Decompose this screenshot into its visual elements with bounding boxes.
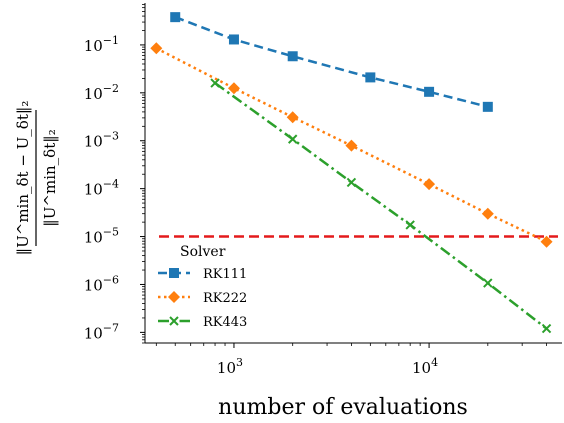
data-point-rk443 bbox=[405, 220, 415, 230]
data-point-rk111 bbox=[228, 34, 239, 45]
y-tick-label: 10−1 bbox=[84, 34, 119, 55]
series-rk222 bbox=[150, 42, 553, 248]
legend-title: Solver bbox=[180, 244, 226, 260]
data-point-rk111 bbox=[170, 12, 181, 23]
data-point-rk111 bbox=[424, 86, 435, 97]
series-rk443 bbox=[210, 78, 552, 334]
data-point-rk222 bbox=[150, 42, 163, 55]
plot-area: 10−1 10−2 10−3 10−4 10−5 10−6 10−7 103 104 Solver… bbox=[84, 3, 562, 377]
data-point-rk443 bbox=[287, 134, 298, 144]
legend-label: RK222 bbox=[203, 291, 247, 306]
y-label-numerator: ‖U^min_δt − U_δt‖₂ bbox=[14, 101, 32, 256]
data-point-rk111 bbox=[365, 72, 376, 83]
y-tick-label: 10−5 bbox=[84, 226, 119, 247]
x-tick-label: 104 bbox=[412, 356, 438, 377]
y-tick-label: 10−3 bbox=[84, 130, 119, 151]
y-tick-label: 10−2 bbox=[84, 82, 119, 103]
data-point-rk222 bbox=[227, 82, 240, 95]
y-label-denominator: ‖U^min_δt‖₂ bbox=[41, 129, 59, 226]
x-axis-label: number of evaluations bbox=[218, 395, 468, 420]
legend-marker bbox=[169, 316, 179, 326]
series-line-rk443 bbox=[214, 82, 548, 330]
legend-label: RK111 bbox=[203, 267, 247, 282]
data-point-rk111 bbox=[287, 51, 298, 62]
data-point-rk222 bbox=[481, 207, 494, 220]
data-point-rk443 bbox=[346, 177, 357, 188]
x-tick-label: 103 bbox=[217, 356, 243, 377]
y-tick-label: 10−7 bbox=[84, 321, 119, 342]
legend-marker bbox=[168, 291, 180, 303]
y-tick-label: 10−6 bbox=[84, 273, 119, 294]
data-point-rk222 bbox=[345, 139, 358, 152]
legend-item-rk443: RK443 bbox=[158, 315, 247, 330]
legend: Solver RK111 RK222 RK443 bbox=[158, 244, 247, 330]
data-point-rk111 bbox=[482, 101, 493, 112]
legend-item-rk222: RK222 bbox=[158, 291, 247, 306]
series-line-rk111 bbox=[174, 15, 489, 109]
data-point-rk443 bbox=[541, 323, 552, 334]
legend-item-rk111: RK111 bbox=[158, 267, 247, 282]
series-rk111 bbox=[170, 12, 493, 112]
y-tick-label: 10−4 bbox=[84, 178, 119, 199]
data-point-rk222 bbox=[286, 111, 299, 124]
data-point-rk222 bbox=[540, 235, 553, 248]
data-point-rk443 bbox=[210, 78, 220, 88]
data-point-rk443 bbox=[483, 278, 493, 288]
data-point-rk222 bbox=[423, 178, 436, 191]
legend-label: RK443 bbox=[203, 315, 247, 330]
legend-marker bbox=[169, 268, 179, 278]
y-axis-label: ‖U^min_δt − U_δt‖₂ ‖U^min_δt‖₂ bbox=[14, 101, 59, 256]
